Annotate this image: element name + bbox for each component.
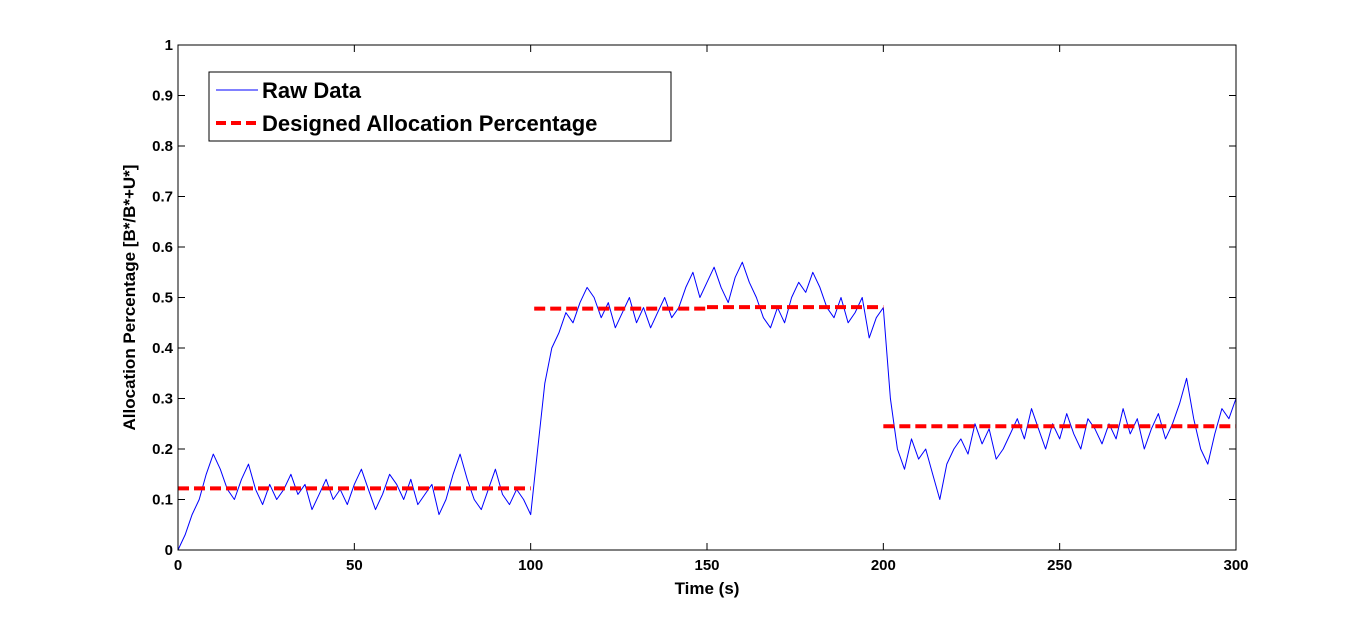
x-tick-label-6: 300	[1223, 557, 1248, 574]
y-tick-label-5: 0.5	[152, 290, 173, 307]
y-tick-label-0: 0	[165, 542, 173, 559]
y-tick-label-8: 0.8	[152, 138, 173, 155]
y-tick-label-3: 0.3	[152, 391, 173, 408]
y-tick-label-2: 0.2	[152, 441, 173, 458]
series-line-raw-data	[177, 261, 1237, 551]
x-tick-label-0: 0	[174, 557, 182, 574]
x-tick-label-5: 250	[1047, 557, 1072, 574]
x-tick-label-4: 200	[871, 557, 896, 574]
y-tick-label-4: 0.4	[152, 340, 174, 357]
y-tick-label-9: 0.9	[152, 88, 173, 105]
x-tick-labels: 0 50 100 150 200 250 300	[174, 557, 1249, 574]
x-tick-label-3: 150	[694, 557, 719, 574]
series-layer	[177, 261, 1237, 551]
legend-box	[208, 71, 672, 142]
y-tick-label-6: 0.6	[152, 239, 173, 256]
x-axis-title: Time (s)	[675, 579, 740, 598]
legend: Raw Data Designed Allocation Percentage	[208, 71, 672, 142]
y-axis-title: Allocation Percentage [B*/B*+U*]	[120, 165, 139, 431]
y-tick-label-1: 0.1	[152, 492, 173, 509]
y-tick-label-7: 0.7	[152, 189, 173, 206]
x-tick-label-2: 100	[518, 557, 543, 574]
y-tick-labels: 0 0.1 0.2 0.3 0.4 0.5 0.6 0.7 0.8 0.9 1	[152, 37, 174, 559]
legend-label-raw-data: Raw Data	[262, 78, 362, 103]
plot-frame	[177, 44, 1237, 551]
x-tick-label-1: 50	[346, 557, 363, 574]
y-tick-label-10: 1	[165, 37, 173, 54]
legend-label-designed-allocation: Designed Allocation Percentage	[262, 111, 597, 136]
